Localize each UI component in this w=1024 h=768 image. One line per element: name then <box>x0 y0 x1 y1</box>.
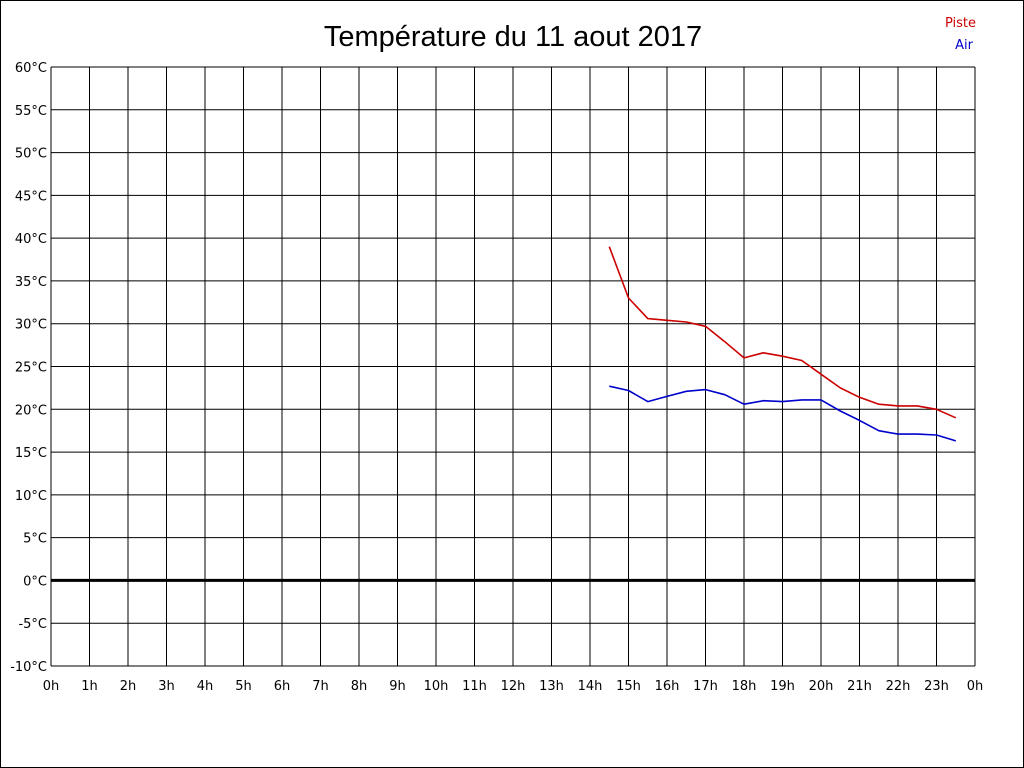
y-tick-label: -10°C <box>10 660 47 675</box>
series-line-piste <box>608 246 957 419</box>
y-tick-label: 10°C <box>15 489 47 504</box>
grid <box>50 66 976 667</box>
x-tick-label: 2h <box>120 679 137 694</box>
y-tick-label: 40°C <box>15 232 47 247</box>
x-tick-label: 6h <box>274 679 291 694</box>
y-tick-label: 60°C <box>15 61 47 76</box>
x-tick-label: 1h <box>81 679 98 694</box>
x-tick-label: 4h <box>197 679 214 694</box>
series-line-air <box>609 385 957 442</box>
y-tick-label: 0°C <box>23 574 47 589</box>
x-tick-label: 22h <box>886 679 911 694</box>
y-axis: 60°C 55°C 50°C 45°C 40°C 35°C 30°C 25°C 20°C 15°C… <box>10 61 47 675</box>
x-tick-label: 0h <box>967 679 984 694</box>
x-tick-label: 5h <box>235 679 252 694</box>
x-tick-label: 19h <box>770 679 795 694</box>
legend-item-piste: Piste <box>945 16 976 31</box>
y-tick-label: 5°C <box>23 532 47 547</box>
x-tick-label: 12h <box>501 679 526 694</box>
x-tick-label: 13h <box>539 679 564 694</box>
y-tick-label: -5°C <box>18 617 47 632</box>
y-tick-label: 15°C <box>15 446 47 461</box>
x-tick-label: 11h <box>462 679 487 694</box>
x-axis: 0h 1h 2h 3h 4h 5h 6h 7h 8h 9h 10h 11h 12h 13h 14h 15h 16… <box>43 679 984 694</box>
y-tick-label: 50°C <box>15 147 47 162</box>
x-tick-label: 3h <box>158 679 175 694</box>
x-tick-label: 15h <box>616 679 641 694</box>
x-tick-label: 16h <box>655 679 680 694</box>
chart-title: Température du 11 aout 2017 <box>324 21 702 53</box>
x-tick-label: 10h <box>424 679 449 694</box>
legend: Piste Air <box>945 16 976 53</box>
y-tick-label: 25°C <box>15 361 47 376</box>
series-lines <box>608 246 957 442</box>
y-tick-label: 20°C <box>15 403 47 418</box>
x-tick-label: 21h <box>847 679 872 694</box>
x-tick-label: 8h <box>351 679 368 694</box>
x-tick-label: 7h <box>312 679 329 694</box>
x-tick-label: 23h <box>924 679 949 694</box>
y-tick-label: 30°C <box>15 318 47 333</box>
x-tick-label: 18h <box>732 679 757 694</box>
x-tick-label: 9h <box>389 679 406 694</box>
y-tick-label: 55°C <box>15 104 47 119</box>
x-tick-label: 0h <box>43 679 60 694</box>
y-tick-label: 35°C <box>15 275 47 290</box>
legend-item-air: Air <box>955 38 974 53</box>
x-tick-label: 20h <box>809 679 834 694</box>
y-tick-label: 45°C <box>15 189 47 204</box>
x-tick-label: 14h <box>578 679 603 694</box>
x-tick-label: 17h <box>693 679 718 694</box>
